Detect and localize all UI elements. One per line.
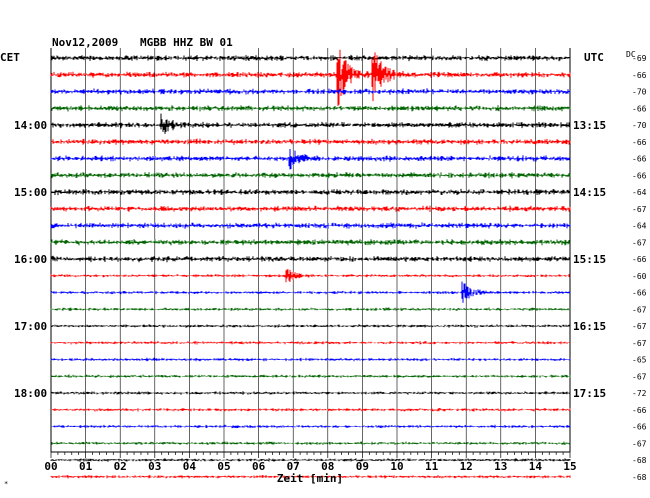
trace-line [50, 357, 571, 362]
trace-line [50, 307, 571, 311]
dc-value: -66 [632, 71, 647, 80]
dc-value: -67 [632, 339, 647, 348]
dc-label: DC [626, 50, 636, 59]
dc-value: -67 [632, 305, 647, 314]
trace-line [50, 49, 571, 106]
trace-line [50, 441, 571, 445]
trace-line [50, 149, 571, 170]
dc-value: -66 [632, 171, 647, 180]
dc-value: -67 [632, 322, 647, 331]
dc-value: -67 [632, 238, 647, 247]
trace-line [50, 88, 571, 95]
trace-line [50, 54, 571, 62]
dc-value: -60 [632, 272, 647, 281]
left-hour-label: 16:00 [14, 253, 47, 266]
x-tick-label: 14 [529, 460, 543, 473]
dc-values: -69 -66 -70 -66 -70 -66 -66 -66 -64 -67 -64 -67 -66 -… [632, 54, 647, 482]
dc-value: -72 [632, 389, 647, 398]
dc-value: -68 [632, 473, 647, 482]
x-tick-label: 05 [217, 460, 230, 473]
trace-line [50, 374, 571, 378]
trace-line [50, 424, 571, 429]
dc-value: -66 [632, 155, 647, 164]
trace-line [50, 188, 571, 196]
dc-value: -67 [632, 439, 647, 448]
x-tick-label: 00 [44, 460, 57, 473]
dc-value: -66 [632, 104, 647, 113]
footer-mark: * [4, 480, 8, 488]
trace-line [50, 205, 571, 212]
x-axis-title: Zeit [min] [277, 472, 343, 485]
trace-line [50, 269, 571, 283]
dc-value: -66 [632, 289, 647, 298]
x-tick-label: 06 [252, 460, 266, 473]
left-hour-label: 14:00 [14, 119, 47, 132]
x-tick-label: 11 [425, 460, 439, 473]
x-tick-label: 08 [321, 460, 334, 473]
x-tick-label: 02 [114, 460, 127, 473]
x-tick-label: 15 [563, 460, 576, 473]
right-hour-label: 15:15 [573, 253, 606, 266]
x-tick-label: 10 [390, 460, 403, 473]
x-tick-label: 07 [287, 460, 300, 473]
trace-line [50, 341, 571, 345]
trace-line [50, 138, 571, 145]
dc-value: -67 [632, 372, 647, 381]
right-hour-label: 16:15 [573, 320, 606, 333]
dc-value: -64 [632, 222, 647, 231]
trace-line [50, 281, 571, 303]
left-hour-label: 18:00 [14, 387, 47, 400]
dc-value: -67 [632, 205, 647, 214]
dc-value: -65 [632, 356, 647, 365]
left-timezone-label: CET [0, 51, 20, 64]
x-axis: 00 01 02 03 04 05 06 07 08 09 10 11 12 13 14 15 [44, 452, 577, 473]
dc-value: -68 [632, 456, 647, 465]
trace-line [50, 222, 571, 229]
x-tick-label: 12 [460, 460, 473, 473]
dc-value: -66 [632, 138, 647, 147]
trace-line [50, 239, 571, 246]
trace-line [50, 475, 571, 479]
dc-value: -64 [632, 188, 647, 197]
station-label: MGBB HHZ BW 01 [140, 36, 233, 49]
x-tick-label: 04 [183, 460, 197, 473]
left-hour-label: 15:00 [14, 186, 47, 199]
trace-line [50, 324, 571, 328]
trace-line [50, 255, 571, 263]
right-hour-label: 14:15 [573, 186, 606, 199]
dc-value: -70 [632, 121, 647, 130]
right-timezone-label: UTC [584, 51, 604, 64]
dc-value: -70 [632, 88, 647, 97]
traces-group [50, 49, 571, 479]
trace-line [50, 458, 571, 462]
right-hour-labels: 13:15 14:15 15:15 16:15 17:15 [573, 119, 606, 400]
dc-value: -66 [632, 406, 647, 415]
dc-value: -66 [632, 255, 647, 264]
trace-line [50, 391, 571, 395]
dc-value: -66 [632, 423, 647, 432]
x-tick-label: 13 [494, 460, 507, 473]
dc-value: -69 [632, 54, 647, 63]
left-hour-labels: 14:00 15:00 16:00 17:00 18:00 [14, 119, 47, 400]
trace-line [50, 172, 571, 179]
x-tick-label: 09 [356, 460, 369, 473]
trace-line [50, 408, 571, 412]
right-hour-label: 17:15 [573, 387, 606, 400]
left-hour-label: 17:00 [14, 320, 47, 333]
trace-line [50, 113, 571, 134]
date-label: Nov12,2009 [52, 36, 118, 49]
minute-grid [50, 48, 571, 453]
right-hour-label: 13:15 [573, 119, 606, 132]
trace-line [50, 105, 571, 112]
x-tick-label: 03 [148, 460, 161, 473]
x-tick-label: 01 [79, 460, 93, 473]
